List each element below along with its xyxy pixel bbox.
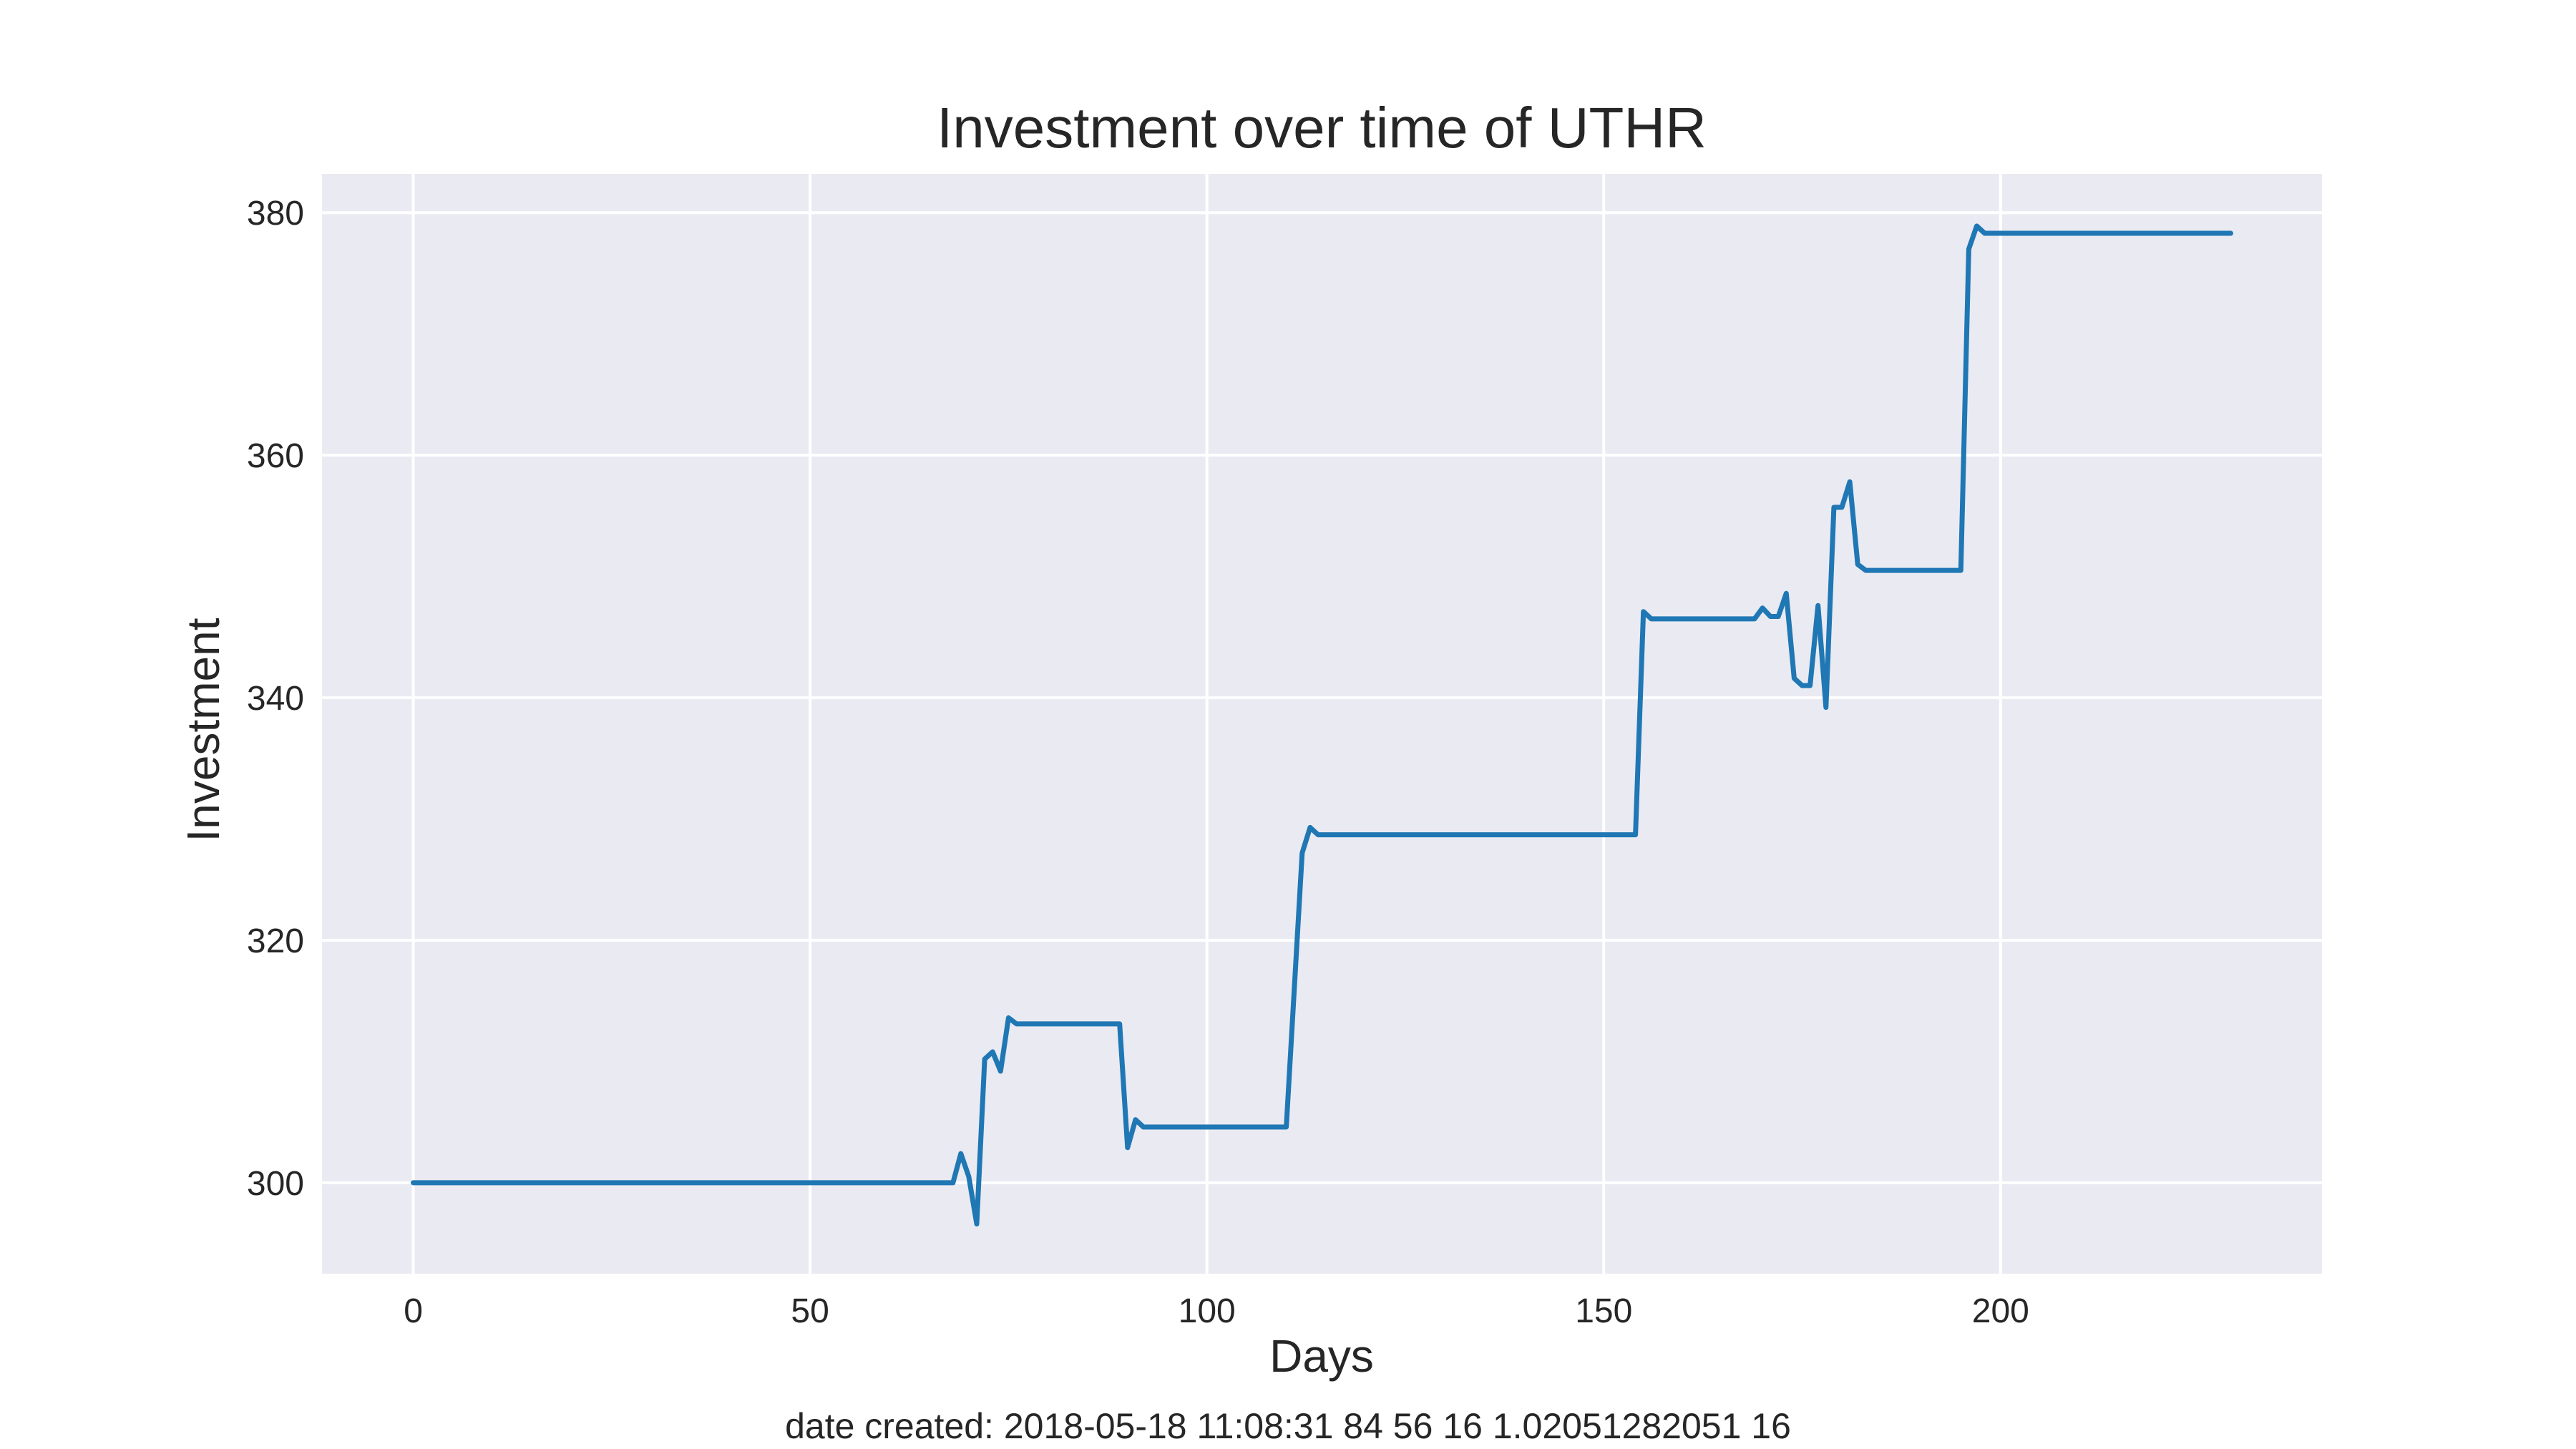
x-tick-label: 0: [404, 1292, 423, 1330]
y-tick-label: 340: [247, 680, 304, 718]
x-tick-label: 200: [1972, 1292, 2029, 1330]
footer-date-created: date created: 2018-05-18 11:08:31 84 56 …: [785, 1406, 1791, 1446]
y-tick-label: 380: [247, 195, 304, 233]
y-axis-label: Investment: [177, 618, 229, 841]
series-line: [411, 223, 2233, 1226]
series-layer: [411, 223, 2233, 1226]
y-tick-label: 320: [247, 922, 304, 960]
y-tick-label: 300: [247, 1165, 304, 1203]
x-axis-label: Days: [1269, 1330, 1374, 1382]
x-tick-label: 100: [1179, 1292, 1236, 1330]
y-tick-label: 360: [247, 437, 304, 475]
x-tick-labels: 0 50 100 150 200: [404, 1292, 2029, 1330]
y-tick-labels: 300 320 340 360 380: [247, 195, 304, 1203]
chart-title: Investment over time of UTHR: [937, 96, 1707, 160]
x-tick-label: 150: [1575, 1292, 1632, 1330]
plot-area: [322, 174, 2322, 1274]
x-tick-label: 50: [791, 1292, 829, 1330]
